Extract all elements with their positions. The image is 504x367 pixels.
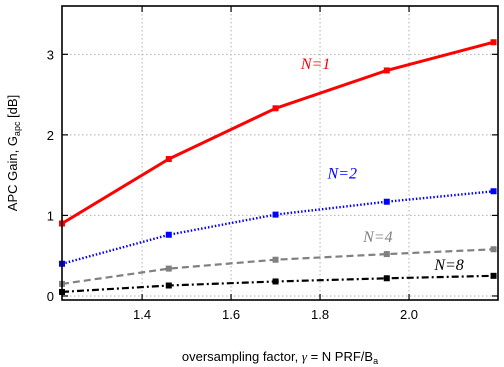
axis-ticks: 1.4 1.6 1.8 2.0 0 1 2 3 <box>47 6 498 322</box>
series-2-point <box>383 198 390 205</box>
series-label-1: N=1 <box>300 56 330 73</box>
series-label-3: N=4 <box>362 229 392 246</box>
series-3-point <box>383 251 390 258</box>
x-tick-label: 1.8 <box>311 307 329 322</box>
y-tick-label: 0 <box>47 289 54 304</box>
y-tick-label: 2 <box>47 128 54 143</box>
series-2-point <box>490 188 497 195</box>
x-tick-label: 2.0 <box>400 307 418 322</box>
y-tick-label: 1 <box>47 208 54 223</box>
series-4-point <box>383 275 390 282</box>
series-label-2: N=2 <box>327 165 357 182</box>
series-3-point <box>490 246 497 253</box>
x-tick-label: 1.6 <box>222 307 240 322</box>
series-1-point <box>490 39 497 46</box>
x-axis-label: oversampling factor, γ = N PRF/Ba <box>182 349 378 366</box>
series-4-point <box>165 282 172 289</box>
series-3-point <box>272 256 279 263</box>
plot-frame <box>61 5 499 301</box>
series-label-4: N=8 <box>433 257 463 274</box>
series-1-point <box>272 105 279 112</box>
series-1-point <box>383 67 390 74</box>
series-1-point <box>165 156 172 163</box>
y-tick-label: 3 <box>47 47 54 62</box>
grid-lines <box>62 6 498 300</box>
series-line-2 <box>61 190 494 265</box>
y-axis-label: APC Gain, Gapc [dB] <box>5 95 22 211</box>
series-2-point <box>165 231 172 238</box>
series-2-point <box>272 211 279 218</box>
series-labels: N=1 N=2 N=4 N=8 <box>300 56 464 274</box>
x-tick-label: 1.4 <box>133 307 151 322</box>
series-3-point <box>165 265 172 272</box>
series-4-point <box>490 272 497 279</box>
series-4-point <box>272 278 279 285</box>
